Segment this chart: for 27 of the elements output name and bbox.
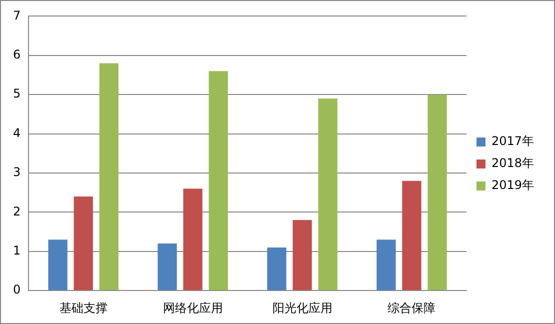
y-tick-label: 7 <box>12 8 21 22</box>
bar <box>158 244 177 290</box>
bar <box>318 98 338 290</box>
bar <box>99 63 118 290</box>
bar <box>428 94 447 290</box>
legend-label: 2019年 <box>491 178 534 192</box>
x-tick-label: 网络化应用 <box>162 300 223 315</box>
y-tick-label: 5 <box>12 86 21 101</box>
bar <box>267 247 286 290</box>
legend-label: 2018年 <box>491 156 534 170</box>
y-tick-label: 0 <box>12 282 21 297</box>
bar <box>208 71 228 290</box>
bar <box>376 240 396 290</box>
y-tick-label: 4 <box>12 126 21 140</box>
y-tick-label: 6 <box>12 48 21 62</box>
bar <box>402 180 422 290</box>
x-tick-label: 综合保障 <box>388 300 436 315</box>
x-tick-label: 基础支撑 <box>59 300 108 315</box>
legend-label: 2017年 <box>491 134 534 148</box>
y-tick-label: 1 <box>12 244 21 258</box>
y-tick-label: 3 <box>12 165 21 180</box>
y-tick-label: 2 <box>12 204 21 218</box>
x-tick-label: 阳光化应用 <box>272 300 332 315</box>
bar <box>74 196 93 290</box>
bar <box>292 220 312 290</box>
bar <box>183 188 202 290</box>
bar <box>48 240 68 290</box>
